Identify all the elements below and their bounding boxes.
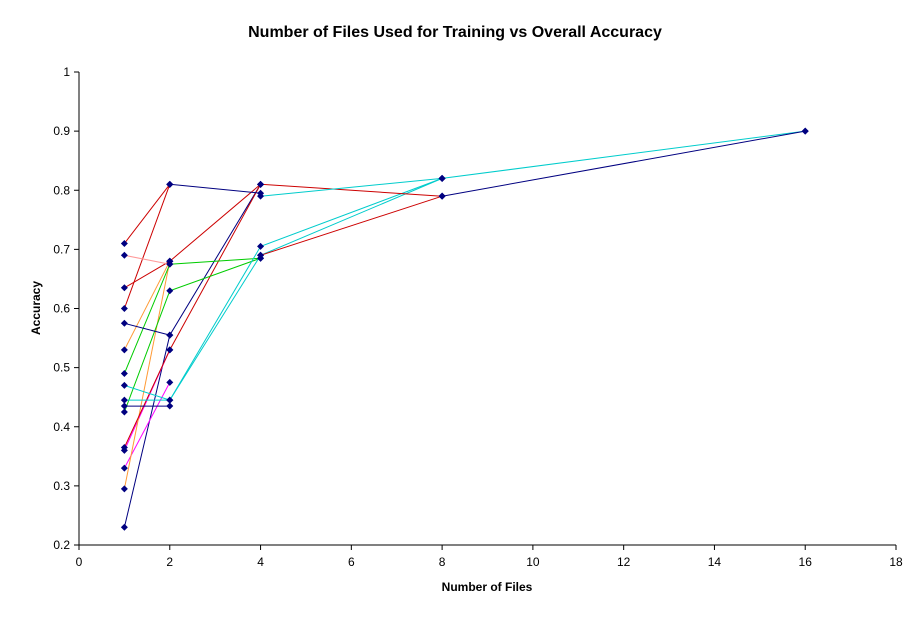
data-point-marker [166,396,174,404]
data-point-marker [166,260,174,268]
x-tick-label: 6 [348,555,355,569]
data-point-marker [438,174,446,182]
data-point-marker [120,319,128,327]
data-point-marker [438,192,446,200]
data-point-marker [120,381,128,389]
series-line-1 [123,184,262,528]
data-point-marker [120,305,128,312]
series-line-8 [124,130,806,401]
x-tick-label: 16 [799,555,813,569]
data-markers [120,127,809,531]
x-tick-label: 18 [889,555,903,569]
series-line-15 [124,183,171,244]
series-line-16 [169,183,261,194]
series-line-17 [260,177,443,197]
data-point-marker [120,464,128,472]
data-point-marker [120,443,128,451]
y-tick-label: 0.3 [53,479,70,493]
x-tick-label: 2 [166,555,173,569]
series-line-4 [123,261,171,489]
data-point-marker [166,402,174,410]
series-line-19 [442,130,806,197]
y-axis-title: Accuracy [29,281,43,335]
data-point-marker [166,346,174,354]
data-point-marker [120,370,128,378]
series-line-2 [123,382,171,469]
y-tick-label: 0.6 [53,302,70,316]
series-line-11 [124,322,170,336]
data-point-marker [257,251,265,259]
y-tick-label: 0.5 [53,361,70,375]
data-point-marker [166,331,174,339]
data-point-marker [120,251,128,259]
series-line-9 [124,177,443,401]
data-point-marker [166,287,174,295]
data-point-marker [120,284,128,292]
data-point-marker [166,378,174,386]
y-tick-label: 0.8 [53,183,70,197]
data-point-marker [257,242,265,250]
series-line-14 [124,254,170,265]
data-point-marker [120,346,128,354]
series-lines [123,130,806,528]
y-tick-label: 0.4 [53,420,70,434]
series-line-18 [260,195,443,256]
data-point-marker [257,192,265,200]
data-point-marker [120,485,128,493]
y-tick-label: 0.9 [53,124,70,138]
data-point-marker [120,523,128,531]
series-line-12 [123,184,171,309]
data-point-marker [120,396,128,404]
x-tick-label: 12 [617,555,631,569]
x-axis-title: Number of Files [442,580,533,594]
data-point-marker [166,180,174,188]
x-tick-label: 8 [439,555,446,569]
chart-title: Number of Files Used for Training vs Ove… [248,24,662,41]
series-line-5 [123,184,262,448]
data-point-marker [257,180,265,188]
series-line-10 [123,260,171,351]
data-point-marker [120,239,128,247]
series-line-13 [124,183,443,289]
x-tick-label: 0 [76,555,83,569]
x-tick-label: 14 [708,555,722,569]
data-point-marker [801,127,809,135]
data-point-marker [120,408,128,416]
y-tick-label: 0.7 [53,242,70,256]
x-tick-label: 4 [257,555,264,569]
y-tick-label: 1 [63,65,70,79]
x-tick-label: 10 [526,555,540,569]
axes: 0.20.30.40.50.60.70.80.910 2 4 6 8 10 12 14 16 18 [53,65,903,569]
data-point-marker [120,402,128,410]
y-tick-label: 0.2 [53,538,70,552]
